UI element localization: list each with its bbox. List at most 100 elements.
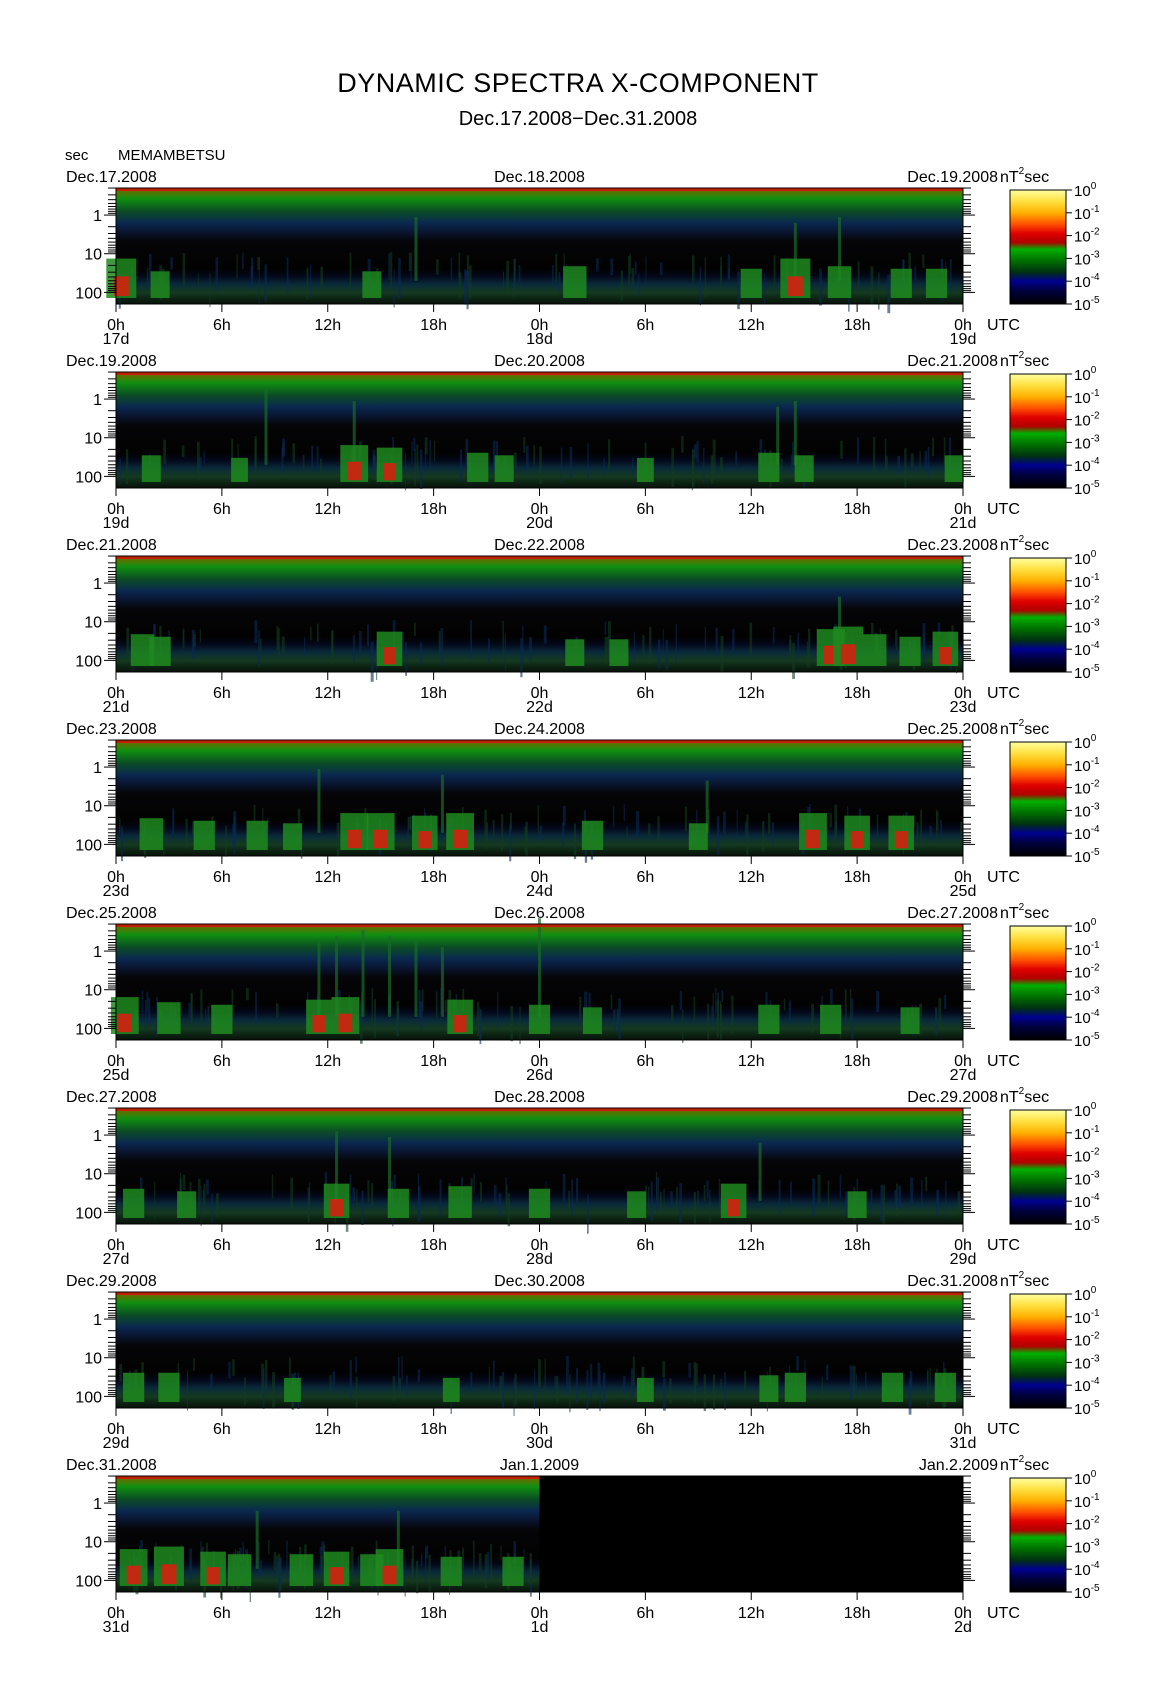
event-green	[609, 639, 629, 666]
texture-line	[500, 1545, 502, 1561]
date-right: Dec.21.2008	[907, 353, 998, 370]
texture-line	[660, 262, 663, 276]
texture-line	[792, 642, 795, 679]
texture-line	[659, 1192, 662, 1210]
day-label: 23d	[950, 699, 977, 716]
colorbar	[1009, 373, 1067, 489]
event-red	[806, 829, 820, 849]
texture-line	[573, 823, 577, 860]
event-green	[193, 820, 215, 850]
colorbar-tick-label: 10-3	[1074, 1169, 1100, 1188]
colorbar-tick-label: 10-3	[1074, 985, 1100, 1004]
texture-line	[488, 1366, 490, 1391]
texture-line	[390, 252, 393, 287]
x-tick-label: 12h	[738, 501, 765, 518]
texture-line	[278, 1558, 281, 1584]
texture-line	[780, 458, 783, 484]
colorbar	[1009, 557, 1067, 673]
texture-line	[587, 443, 589, 479]
texture-line	[440, 988, 442, 1015]
texture-line	[498, 1193, 502, 1217]
streak	[793, 222, 797, 281]
x-tick-label: 6h	[636, 1605, 654, 1622]
colorbar-tick-label: 10-1	[1074, 1124, 1100, 1143]
panel-1: Dec.17.2008 Dec.18.2008 Dec.19.2008 nT2sec 1…	[66, 166, 1100, 348]
texture-line	[181, 445, 185, 458]
texture-line	[882, 1184, 885, 1225]
texture-line	[367, 624, 369, 647]
texture-line	[371, 1182, 374, 1207]
day-label: 27d	[103, 1251, 130, 1268]
texture-line	[349, 252, 352, 287]
x-tick-label: 18h	[844, 1237, 871, 1254]
texture-line	[925, 1176, 928, 1192]
texture-line	[401, 1356, 403, 1381]
x-tick-label: 0h	[531, 1237, 549, 1254]
texture-line	[597, 1362, 601, 1394]
texture-line	[829, 813, 832, 828]
texture-line	[399, 1377, 402, 1399]
texture-line	[367, 1180, 370, 1202]
texture-line	[704, 626, 707, 653]
texture-line	[439, 1179, 442, 1217]
texture-line	[681, 435, 684, 453]
texture-line	[812, 1178, 816, 1217]
texture-line	[393, 268, 395, 308]
texture-line	[359, 631, 362, 655]
colorbar	[1009, 1109, 1067, 1225]
texture-line	[865, 1371, 867, 1389]
event-green	[211, 1004, 233, 1034]
event-green	[158, 1372, 180, 1402]
event-green	[362, 271, 382, 298]
texture-line	[502, 1371, 505, 1408]
texture-line	[663, 1188, 665, 1205]
texture-line	[644, 442, 647, 471]
x-tick-label: 6h	[636, 1421, 654, 1438]
texture-line	[764, 272, 766, 305]
day-label: 25d	[103, 1067, 130, 1084]
texture-line	[125, 449, 129, 485]
texture-line	[887, 274, 891, 314]
texture-line	[420, 1001, 423, 1030]
texture-line	[205, 1542, 208, 1558]
colorbar	[1009, 189, 1067, 305]
texture-line	[424, 448, 427, 473]
x-tick-label: 12h	[738, 1421, 765, 1438]
texture-line	[492, 440, 496, 471]
texture-line	[254, 435, 257, 475]
x-tick-label: 6h	[636, 1237, 654, 1254]
texture-line	[710, 455, 714, 484]
event-green	[440, 1556, 462, 1586]
texture-line	[407, 816, 411, 830]
texture-line	[372, 449, 376, 467]
texture-line	[679, 1183, 682, 1223]
streak	[361, 929, 365, 1017]
texture-line	[569, 446, 573, 479]
event-green	[494, 455, 514, 482]
colorbar-tick-label: 10-5	[1074, 479, 1100, 498]
y-tick-label: 1	[93, 944, 102, 961]
day-label: 28d	[526, 1251, 553, 1268]
event-green	[528, 1188, 551, 1218]
texture-line	[716, 999, 719, 1038]
event-green	[890, 268, 912, 298]
texture-line	[250, 266, 253, 289]
utc-label: UTC	[987, 1053, 1020, 1070]
event-green	[582, 1007, 602, 1034]
colorbar-tick-label: 10-4	[1074, 640, 1100, 659]
top-edge	[116, 1108, 963, 1111]
event-green	[387, 1188, 409, 1218]
date-mid: Dec.20.2008	[494, 353, 585, 370]
texture-line	[350, 1546, 354, 1584]
utc-label: UTC	[987, 869, 1020, 886]
colorbar-tick-label: 10-1	[1074, 204, 1100, 223]
texture-line	[699, 267, 702, 306]
x-tick-label: 0h	[954, 1237, 972, 1254]
texture-line	[562, 822, 565, 847]
event-red	[383, 463, 396, 481]
texture-line	[560, 447, 563, 484]
colorbar-tick-label: 100	[1074, 1101, 1097, 1120]
texture-line	[458, 272, 462, 299]
texture-line	[898, 1185, 901, 1209]
event-green	[899, 636, 921, 666]
